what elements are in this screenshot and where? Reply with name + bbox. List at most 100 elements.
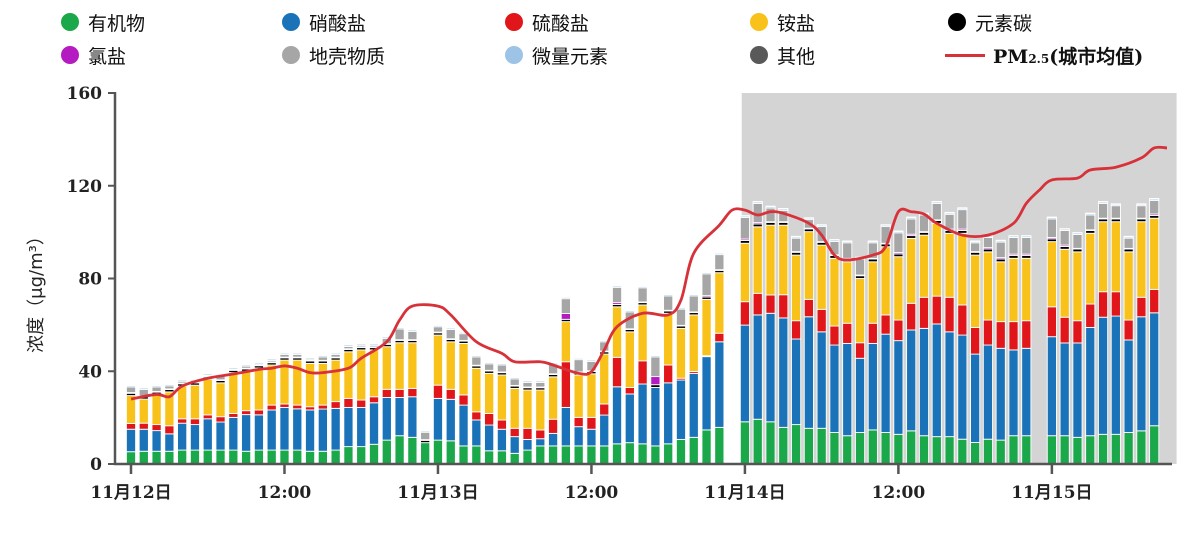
bar-segment-3 <box>675 327 687 379</box>
legend-label: 微量元素 <box>532 45 609 68</box>
bar-segment-8 <box>548 361 559 363</box>
y-tick-label: 0 <box>90 455 102 475</box>
legend-label: 硫酸盐 <box>532 12 590 35</box>
bar-segment-8 <box>535 380 546 382</box>
bar-segment-0 <box>854 432 866 465</box>
bar-segment-6 <box>432 326 444 333</box>
bar-segment-0 <box>957 438 968 465</box>
bar-segment-6 <box>484 363 495 371</box>
bar-segment-5 <box>560 313 571 320</box>
bar-segment-6 <box>471 356 482 366</box>
x-tick-label: 11月13日 <box>397 483 478 503</box>
bar-segment-1 <box>407 396 418 438</box>
bar-stack <box>829 239 840 465</box>
bar-stack <box>624 309 635 465</box>
bar-segment-6 <box>1072 233 1083 249</box>
bar-segment-1 <box>995 347 1006 441</box>
bar-segment-0 <box>202 449 213 465</box>
bar-stack <box>650 354 661 465</box>
bar-segment-1 <box>445 398 456 442</box>
legend-label: 元素碳 <box>975 12 1033 35</box>
bar-stack <box>739 215 750 465</box>
bar-stack <box>125 384 137 465</box>
bar-segment-2 <box>842 322 853 344</box>
bar-segment-1 <box>944 331 955 438</box>
bar-segment-8 <box>292 352 303 354</box>
bar-segment-3 <box>1110 221 1121 293</box>
bar-segment-1 <box>151 430 162 452</box>
bar-stack <box>522 380 533 465</box>
bar-stack <box>816 224 827 465</box>
bar-segment-3 <box>791 254 802 322</box>
bar-stack <box>407 329 418 465</box>
bar-segment-6 <box>854 258 866 276</box>
bar-segment-8 <box>407 329 418 331</box>
bar-segment-0 <box>548 445 559 465</box>
bar-segment-1 <box>241 414 252 452</box>
bar-segment-0 <box>241 450 252 465</box>
bar-segment-0 <box>1046 435 1057 465</box>
bar-segment-0 <box>368 443 380 465</box>
bar-segment-6 <box>394 328 405 341</box>
legend-label: 有机物 <box>88 12 146 35</box>
bar-segment-0 <box>522 449 533 465</box>
bar-segment-8 <box>611 285 623 287</box>
bar-segment-0 <box>394 435 405 465</box>
bar-segment-2 <box>189 418 201 426</box>
bar-segment-2 <box>1136 296 1147 318</box>
bar-segment-3 <box>394 342 405 390</box>
bar-segment-1 <box>637 383 648 445</box>
bar-segment-8 <box>867 240 878 242</box>
bar-segment-0 <box>944 436 955 465</box>
y-tick-label: 160 <box>67 84 103 104</box>
bar-segment-1 <box>752 314 763 420</box>
bar-segment-2 <box>586 416 597 430</box>
bar-segment-1 <box>1021 347 1032 437</box>
pm25-line-layer <box>130 145 1168 401</box>
bar-stack <box>1059 228 1070 465</box>
y-tick-label: 40 <box>78 362 102 382</box>
bar-segment-2 <box>292 404 303 410</box>
bar-segment-2 <box>803 298 814 318</box>
bar-stack <box>356 342 367 465</box>
bar-segment-8 <box>752 201 763 203</box>
bar-stack <box>1110 203 1121 465</box>
bar-segment-2 <box>535 429 546 440</box>
legend-label: 硝酸盐 <box>309 12 367 35</box>
bar-segment-1 <box>215 421 226 451</box>
bar-segment-1 <box>356 406 367 448</box>
bar-segment-1 <box>305 409 316 452</box>
bar-segment-2 <box>765 294 776 314</box>
bar-segment-8 <box>1149 198 1160 200</box>
bar-segment-3 <box>880 246 891 316</box>
bar-stack <box>1149 198 1160 465</box>
bar-segment-6 <box>573 359 584 373</box>
bar-segment-0 <box>1085 435 1096 465</box>
bar-segment-8 <box>1008 235 1019 237</box>
bar-segment-0 <box>650 445 661 465</box>
bar-segment-8 <box>279 352 290 354</box>
bar-stack <box>931 201 942 465</box>
bar-segment-2 <box>522 427 533 440</box>
bar-stack <box>177 378 188 465</box>
bar-segment-3 <box>803 231 814 300</box>
bar-stack <box>995 239 1006 465</box>
bar-segment-3 <box>177 385 188 420</box>
bar-segment-0 <box>842 435 853 465</box>
bar-segment-8 <box>368 342 380 345</box>
bar-segment-8 <box>330 352 341 354</box>
bar-segment-0 <box>663 443 674 465</box>
bar-segment-3 <box>151 393 162 426</box>
bar-segment-8 <box>496 362 507 365</box>
bar-segment-1 <box>586 428 597 447</box>
bar-segment-8 <box>177 378 188 381</box>
bar-segment-1 <box>138 428 149 452</box>
bar-segment-3 <box>1085 232 1096 305</box>
bar-segment-3 <box>906 237 917 304</box>
bar-segment-3 <box>445 341 456 390</box>
bar-segment-1 <box>611 386 623 445</box>
bar-segment-2 <box>253 409 264 416</box>
bar-segment-1 <box>573 426 584 447</box>
bar-segment-8 <box>957 207 968 209</box>
